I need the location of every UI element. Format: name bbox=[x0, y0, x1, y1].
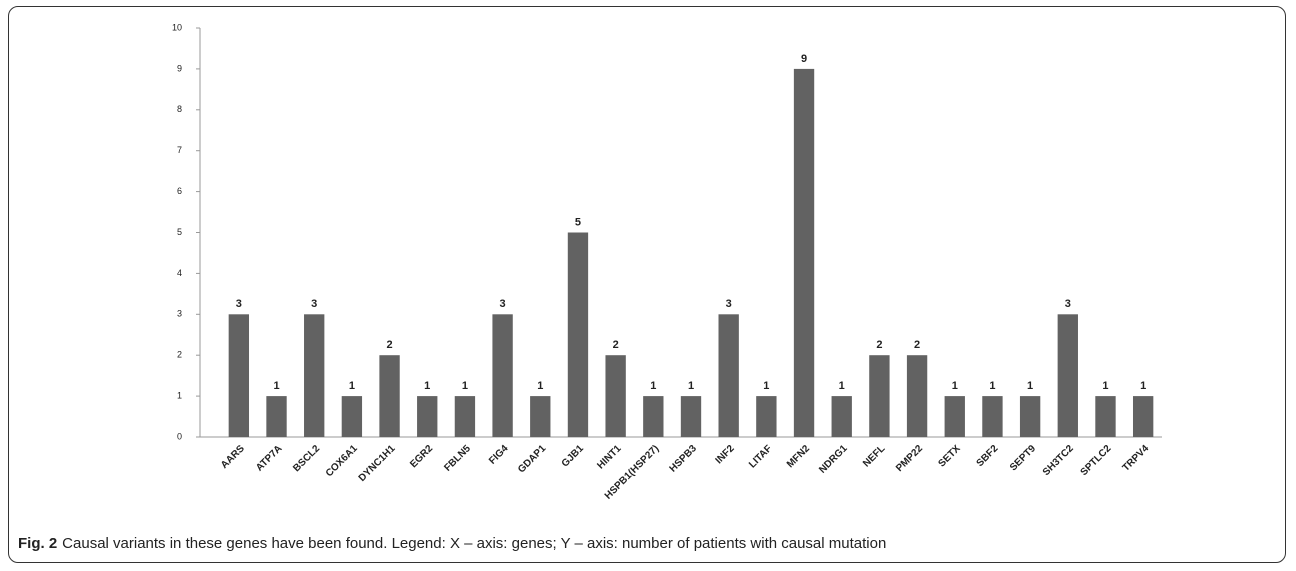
x-tick-label: MFN2 bbox=[785, 443, 812, 470]
x-tick-label: LITAF bbox=[747, 443, 774, 470]
x-tick-label: PMP22 bbox=[894, 443, 925, 474]
x-tick-label: EGR2 bbox=[408, 443, 435, 470]
x-tick-label: INF2 bbox=[714, 443, 737, 466]
value-label: 2 bbox=[876, 339, 882, 351]
bar bbox=[492, 314, 513, 437]
value-label: 2 bbox=[613, 339, 619, 351]
y-tick-label: 7 bbox=[177, 145, 182, 155]
x-tick-label: GJB1 bbox=[560, 443, 587, 470]
bar bbox=[379, 355, 400, 437]
bar bbox=[228, 314, 250, 437]
value-label: 1 bbox=[839, 380, 845, 392]
value-label: 1 bbox=[688, 380, 694, 392]
y-tick-label: 6 bbox=[177, 186, 182, 196]
bar bbox=[266, 396, 287, 437]
value-label: 3 bbox=[726, 298, 732, 310]
x-tick-label: HSPB3 bbox=[668, 443, 700, 475]
value-label: 1 bbox=[989, 380, 995, 392]
value-label: 1 bbox=[763, 380, 769, 392]
bar bbox=[718, 314, 739, 437]
bar bbox=[341, 396, 363, 437]
value-label: 1 bbox=[1027, 380, 1033, 392]
y-tick-label: 8 bbox=[177, 104, 182, 114]
figure-frame bbox=[8, 6, 1286, 563]
value-label: 1 bbox=[1102, 380, 1108, 392]
bar bbox=[1095, 396, 1116, 437]
value-label: 3 bbox=[311, 298, 317, 310]
y-tick-label: 3 bbox=[177, 309, 182, 319]
x-tick-label: TRPV4 bbox=[1121, 443, 1152, 474]
bar bbox=[982, 396, 1003, 437]
value-label: 3 bbox=[236, 298, 242, 310]
bar bbox=[304, 314, 325, 437]
bar bbox=[1019, 396, 1041, 437]
y-tick-label: 9 bbox=[177, 63, 182, 73]
x-tick-label: SPTLC2 bbox=[1079, 443, 1114, 478]
y-tick-label: 2 bbox=[177, 350, 182, 360]
bar bbox=[417, 396, 438, 437]
bar bbox=[944, 396, 965, 437]
bar bbox=[869, 355, 890, 437]
value-label: 9 bbox=[801, 53, 807, 65]
value-label: 2 bbox=[914, 339, 920, 351]
x-tick-label: BSCL2 bbox=[291, 443, 322, 474]
value-label: 3 bbox=[1065, 298, 1071, 310]
caption-label: Fig. 2 bbox=[18, 535, 58, 552]
y-tick-label: 5 bbox=[177, 227, 182, 237]
value-label: 1 bbox=[952, 380, 958, 392]
value-label: 1 bbox=[537, 380, 543, 392]
caption-text: Causal variants in these genes have been… bbox=[62, 535, 887, 552]
bar bbox=[680, 396, 702, 437]
bar bbox=[1057, 314, 1078, 437]
value-label: 1 bbox=[424, 380, 430, 392]
value-label: 2 bbox=[386, 339, 392, 351]
value-label: 1 bbox=[462, 380, 468, 392]
chart: 0 1 2 3 4 5 6 7 8 9 10 AARS 3 ATP7A 1 BSCL2 3 COX6A1 1 DYNC… bbox=[172, 22, 1162, 502]
value-label: 1 bbox=[273, 380, 279, 392]
value-label: 1 bbox=[650, 380, 656, 392]
bar bbox=[454, 396, 476, 437]
x-tick-label: SH3TC2 bbox=[1041, 443, 1076, 478]
x-tick-label: FIG4 bbox=[487, 443, 511, 467]
x-tick-label: COX6A1 bbox=[324, 443, 360, 479]
bar bbox=[605, 355, 626, 437]
bar bbox=[1132, 396, 1154, 437]
bar bbox=[756, 396, 777, 437]
bar bbox=[530, 396, 551, 437]
y-tick-label: 0 bbox=[177, 431, 182, 441]
value-label: 5 bbox=[575, 216, 581, 228]
value-label: 1 bbox=[349, 380, 355, 392]
x-tick-label: SBF2 bbox=[975, 443, 1001, 469]
x-tick-label: DYNC1H1 bbox=[357, 443, 398, 484]
x-tick-label: ATP7A bbox=[254, 443, 284, 473]
y-tick-label: 1 bbox=[177, 390, 182, 400]
x-tick-label: FBLN5 bbox=[442, 443, 473, 474]
value-label: 1 bbox=[1140, 380, 1146, 392]
caption: Fig. 2 Causal variants in these genes hav… bbox=[18, 535, 886, 552]
x-tick-label: AARS bbox=[219, 443, 247, 471]
x-tick-label: NDRG1 bbox=[817, 443, 850, 476]
bar bbox=[831, 396, 852, 437]
y-tick-label: 4 bbox=[177, 268, 182, 278]
bar bbox=[643, 396, 664, 437]
value-label: 3 bbox=[500, 298, 506, 310]
bar bbox=[793, 68, 815, 438]
bar bbox=[906, 355, 928, 437]
y-tick-label: 10 bbox=[172, 22, 182, 32]
x-tick-label: SETX bbox=[936, 443, 962, 469]
x-tick-label: SEPT9 bbox=[1008, 443, 1038, 473]
x-tick-label: HINT1 bbox=[595, 443, 624, 472]
bar bbox=[567, 232, 589, 437]
x-tick-label: NEFL bbox=[861, 443, 887, 469]
x-tick-label: GDAP1 bbox=[516, 443, 548, 475]
